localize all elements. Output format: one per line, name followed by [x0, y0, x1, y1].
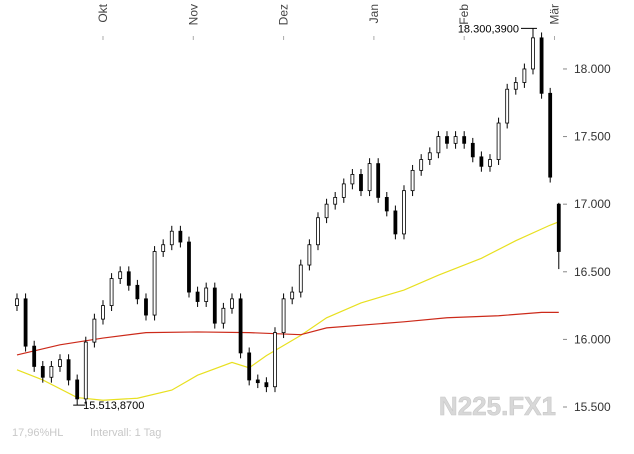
moving-average	[16, 221, 560, 401]
candle-body	[436, 136, 441, 154]
candle-body	[161, 244, 166, 252]
x-tick-label: Okt	[96, 3, 110, 22]
candle-body	[204, 287, 209, 302]
candle-body	[488, 159, 492, 167]
y-tick-label: 17.500	[574, 130, 611, 144]
candle-body	[230, 298, 234, 309]
candle-body	[58, 359, 62, 367]
candle-body	[367, 163, 372, 192]
candle-body	[531, 37, 535, 70]
candle-body	[264, 382, 269, 388]
y-tick-label: 16.000	[574, 332, 611, 346]
candle-body	[40, 366, 45, 378]
candle-body	[118, 271, 123, 279]
candle-body	[15, 298, 19, 306]
candle-body	[126, 271, 131, 286]
candle-body	[187, 241, 191, 293]
annotation-label: 15.513,8700	[83, 400, 144, 412]
y-tick-label: 15.500	[574, 400, 611, 414]
watermark: N225.FX1	[439, 391, 556, 421]
candle-body	[350, 174, 355, 185]
candle-body	[23, 298, 28, 347]
candle-body	[32, 345, 37, 367]
candle-body	[548, 92, 553, 178]
candle-body	[101, 305, 105, 320]
x-tick-label: Jan	[367, 4, 381, 23]
candle-body	[539, 37, 544, 94]
candle-body	[316, 217, 320, 246]
candle-body	[75, 379, 80, 400]
x-tick-label: Mär	[547, 4, 561, 25]
candle-body	[221, 307, 226, 324]
annotation-label: 18.300,3900	[458, 23, 519, 35]
candle-body	[479, 156, 484, 167]
candle-body	[178, 230, 183, 243]
candle-body	[255, 379, 260, 384]
candle-body	[402, 190, 406, 235]
candle-body	[427, 152, 432, 160]
candle-body	[169, 230, 174, 246]
candle-body	[298, 264, 303, 293]
x-tick-label: Nov	[186, 4, 200, 25]
candle-body	[66, 359, 71, 381]
candle-body	[556, 203, 561, 252]
candle-body	[281, 298, 286, 334]
candle-body	[410, 169, 415, 192]
footer-interval: Intervall: 1 Tag	[90, 427, 161, 439]
x-tick-label: Feb	[457, 4, 471, 25]
candle-body	[341, 183, 346, 198]
candle-body	[152, 251, 157, 316]
candle-body	[384, 197, 389, 212]
candle-body	[324, 203, 329, 219]
candle-body	[144, 298, 148, 316]
candle-body	[290, 291, 295, 300]
candle-body	[135, 284, 140, 300]
candle-body	[513, 82, 518, 90]
candle-body	[470, 142, 475, 158]
candle-body	[238, 298, 243, 354]
candle-body	[92, 318, 97, 343]
candle-body	[333, 197, 338, 205]
candle-body	[195, 291, 200, 302]
candle-body	[445, 136, 449, 144]
candle-body	[273, 332, 277, 388]
candle-body	[522, 68, 527, 83]
y-tick-label: 18.000	[574, 62, 611, 76]
candle-body	[419, 159, 424, 171]
candle-body	[212, 287, 217, 324]
x-tick-label: Dez	[277, 4, 291, 25]
candle-body	[83, 341, 88, 400]
candle-body	[49, 366, 54, 378]
candle-body	[393, 210, 398, 235]
y-tick-label: 16.500	[574, 265, 611, 279]
candle-body	[462, 136, 467, 144]
moving-average	[16, 311, 559, 356]
candle-body	[359, 174, 363, 192]
candle-body	[505, 88, 510, 124]
candle-body	[496, 122, 501, 160]
candle-body	[247, 352, 252, 381]
candle-body	[109, 278, 114, 306]
y-tick-label: 17.000	[574, 197, 611, 211]
footer-hl: 17,96%HL	[12, 427, 63, 439]
candle-body	[307, 244, 312, 266]
candle-body	[376, 163, 381, 198]
candle-body	[453, 136, 458, 144]
